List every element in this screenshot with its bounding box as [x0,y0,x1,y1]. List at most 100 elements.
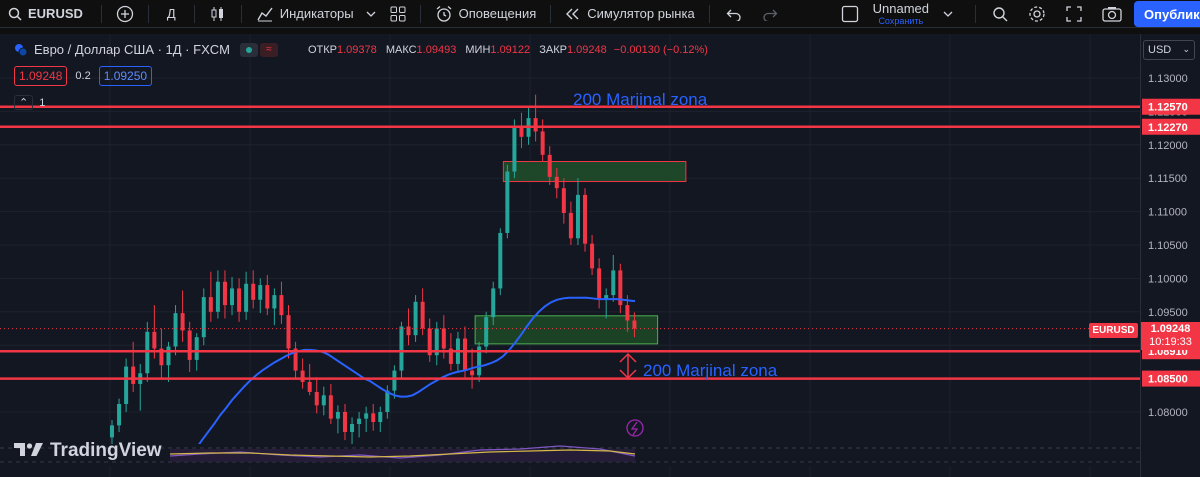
chevron-down-icon [943,9,953,19]
candle-body [201,297,206,338]
search-icon [992,6,1008,22]
candle-body [533,118,538,132]
double-arrow-icon[interactable] [619,352,637,380]
buy-button[interactable]: 1.09250 [98,66,153,86]
chart-type-button[interactable] [209,0,227,28]
close-value: 1.09248 [566,43,607,56]
chart-legend: Евро / Доллар США · 1Д · FXCM ≈ ОТКР1.09… [14,42,708,57]
candle-body [364,413,369,419]
settings-button[interactable] [1028,0,1046,28]
chevron-down-icon: ⌄ [1182,44,1190,54]
price-tick-label: 1.11000 [1148,207,1187,219]
candle-body [491,288,496,318]
level-label-box [1142,98,1200,115]
candle-body [392,370,397,391]
layout-grid-button[interactable] [390,0,406,28]
lower-zone-label[interactable]: 200 Marjinal zona [643,361,778,380]
currency-label: USD [1148,44,1172,56]
fullscreen-button[interactable] [1066,0,1082,28]
spread-value: 0.2 [75,70,91,82]
price-chart[interactable]: 200 Marjinal zona 200 Marjinal zona [0,34,1140,477]
events-flash-icon[interactable] [626,419,644,437]
delay-indicator[interactable]: ≈ [259,42,278,57]
level-label-text: 1.08500 [1148,374,1188,386]
alerts-label: Оповещения [458,6,537,21]
sell-button[interactable]: 1.09248 [14,66,68,86]
candle-body [194,337,199,360]
candle-body [131,366,136,384]
candle-body [554,176,559,189]
level-label-box [1142,118,1200,135]
market-status-dot[interactable] [239,42,258,57]
candle-body [547,154,552,177]
indicators-collapse[interactable]: ⌃ 1 [14,95,45,110]
current-price-tag: 1.09248 10:19:33 [1141,322,1200,350]
snapshot-button[interactable] [1102,0,1122,28]
candle-body [286,315,291,349]
undo-icon [726,7,742,21]
candle-body [519,126,524,137]
candle-body [215,281,220,312]
ma-line [189,296,636,458]
candle-body [279,295,284,316]
chevron-down-icon [366,9,376,19]
layout-checkbox[interactable] [841,0,859,28]
quick-search-button[interactable] [992,0,1008,28]
candle-body [265,285,270,309]
indicator-count: 1 [39,96,46,109]
price-axis-scale[interactable]: 1.130001.125001.120001.115001.110001.105… [1141,34,1200,477]
moving-average [189,296,636,458]
price-tick-label: 1.08000 [1148,407,1188,419]
chart-pane[interactable]: 200 Marjinal zona 200 Marjinal zona [0,34,1140,477]
layout-name[interactable]: Unnamed Сохранить [873,2,929,26]
indicators-button[interactable]: Индикаторы [256,0,354,28]
indicators-dropdown[interactable] [366,0,376,28]
layout-dropdown[interactable] [943,0,953,28]
gear-icon [1028,5,1046,23]
layout-title: Unnamed [872,1,929,16]
candle-body [237,288,242,312]
compare-button[interactable] [116,0,134,28]
symbol-title[interactable]: Евро / Доллар США · 1Д · FXCM [34,42,230,57]
candle-body [512,126,517,172]
currency-select[interactable]: USD ⌄ [1143,40,1195,60]
price-tick-label: 1.09500 [1148,307,1188,319]
level-label-box [1142,370,1200,387]
trade-buttons: 1.09248 0.2 1.09250 [14,66,153,86]
symbol-name: EURUSD [28,6,83,21]
candle-body [244,283,249,312]
candle-body [145,331,150,374]
candle-body [110,425,114,438]
current-price-value: 1.09248 [1150,323,1191,335]
alarm-clock-icon [435,5,453,23]
candle-body [463,338,467,371]
replay-label: Симулятор рынка [587,6,695,21]
price-tick-label: 1.13000 [1148,73,1188,85]
redo-button[interactable] [762,0,778,28]
candle-body [314,391,319,406]
symbol-search[interactable]: EURUSD [8,0,83,28]
undo-button[interactable] [726,0,742,28]
interval-button[interactable]: Д [166,6,176,21]
alerts-button[interactable]: Оповещения [435,0,537,28]
candle-body [484,317,489,347]
candle-body [575,194,580,239]
candle-body [357,418,362,425]
price-axis[interactable]: 1.130001.125001.120001.115001.110001.105… [1140,34,1200,477]
upper-zone-label[interactable]: 200 Marjinal zona [573,90,708,109]
save-link[interactable]: Сохранить [878,16,924,26]
publish-button[interactable]: Опубликовать [1134,1,1200,27]
oscillator-pane [0,444,1140,466]
tradingview-logo[interactable]: TradingView [14,440,162,462]
toolbar-right: Unnamed Сохранить [841,0,1200,28]
replay-button[interactable]: Симулятор рынка [565,0,695,28]
candle-body [251,283,256,300]
grid-icon [390,6,406,22]
fullscreen-icon [1066,6,1082,22]
chevron-up-icon: ⌃ [14,95,34,110]
bar-countdown: 10:19:33 [1149,336,1192,348]
candle-body [441,328,446,349]
candle-body [230,288,235,306]
oscillator-line-yellow [169,449,636,458]
plus-circle-icon [116,5,134,23]
